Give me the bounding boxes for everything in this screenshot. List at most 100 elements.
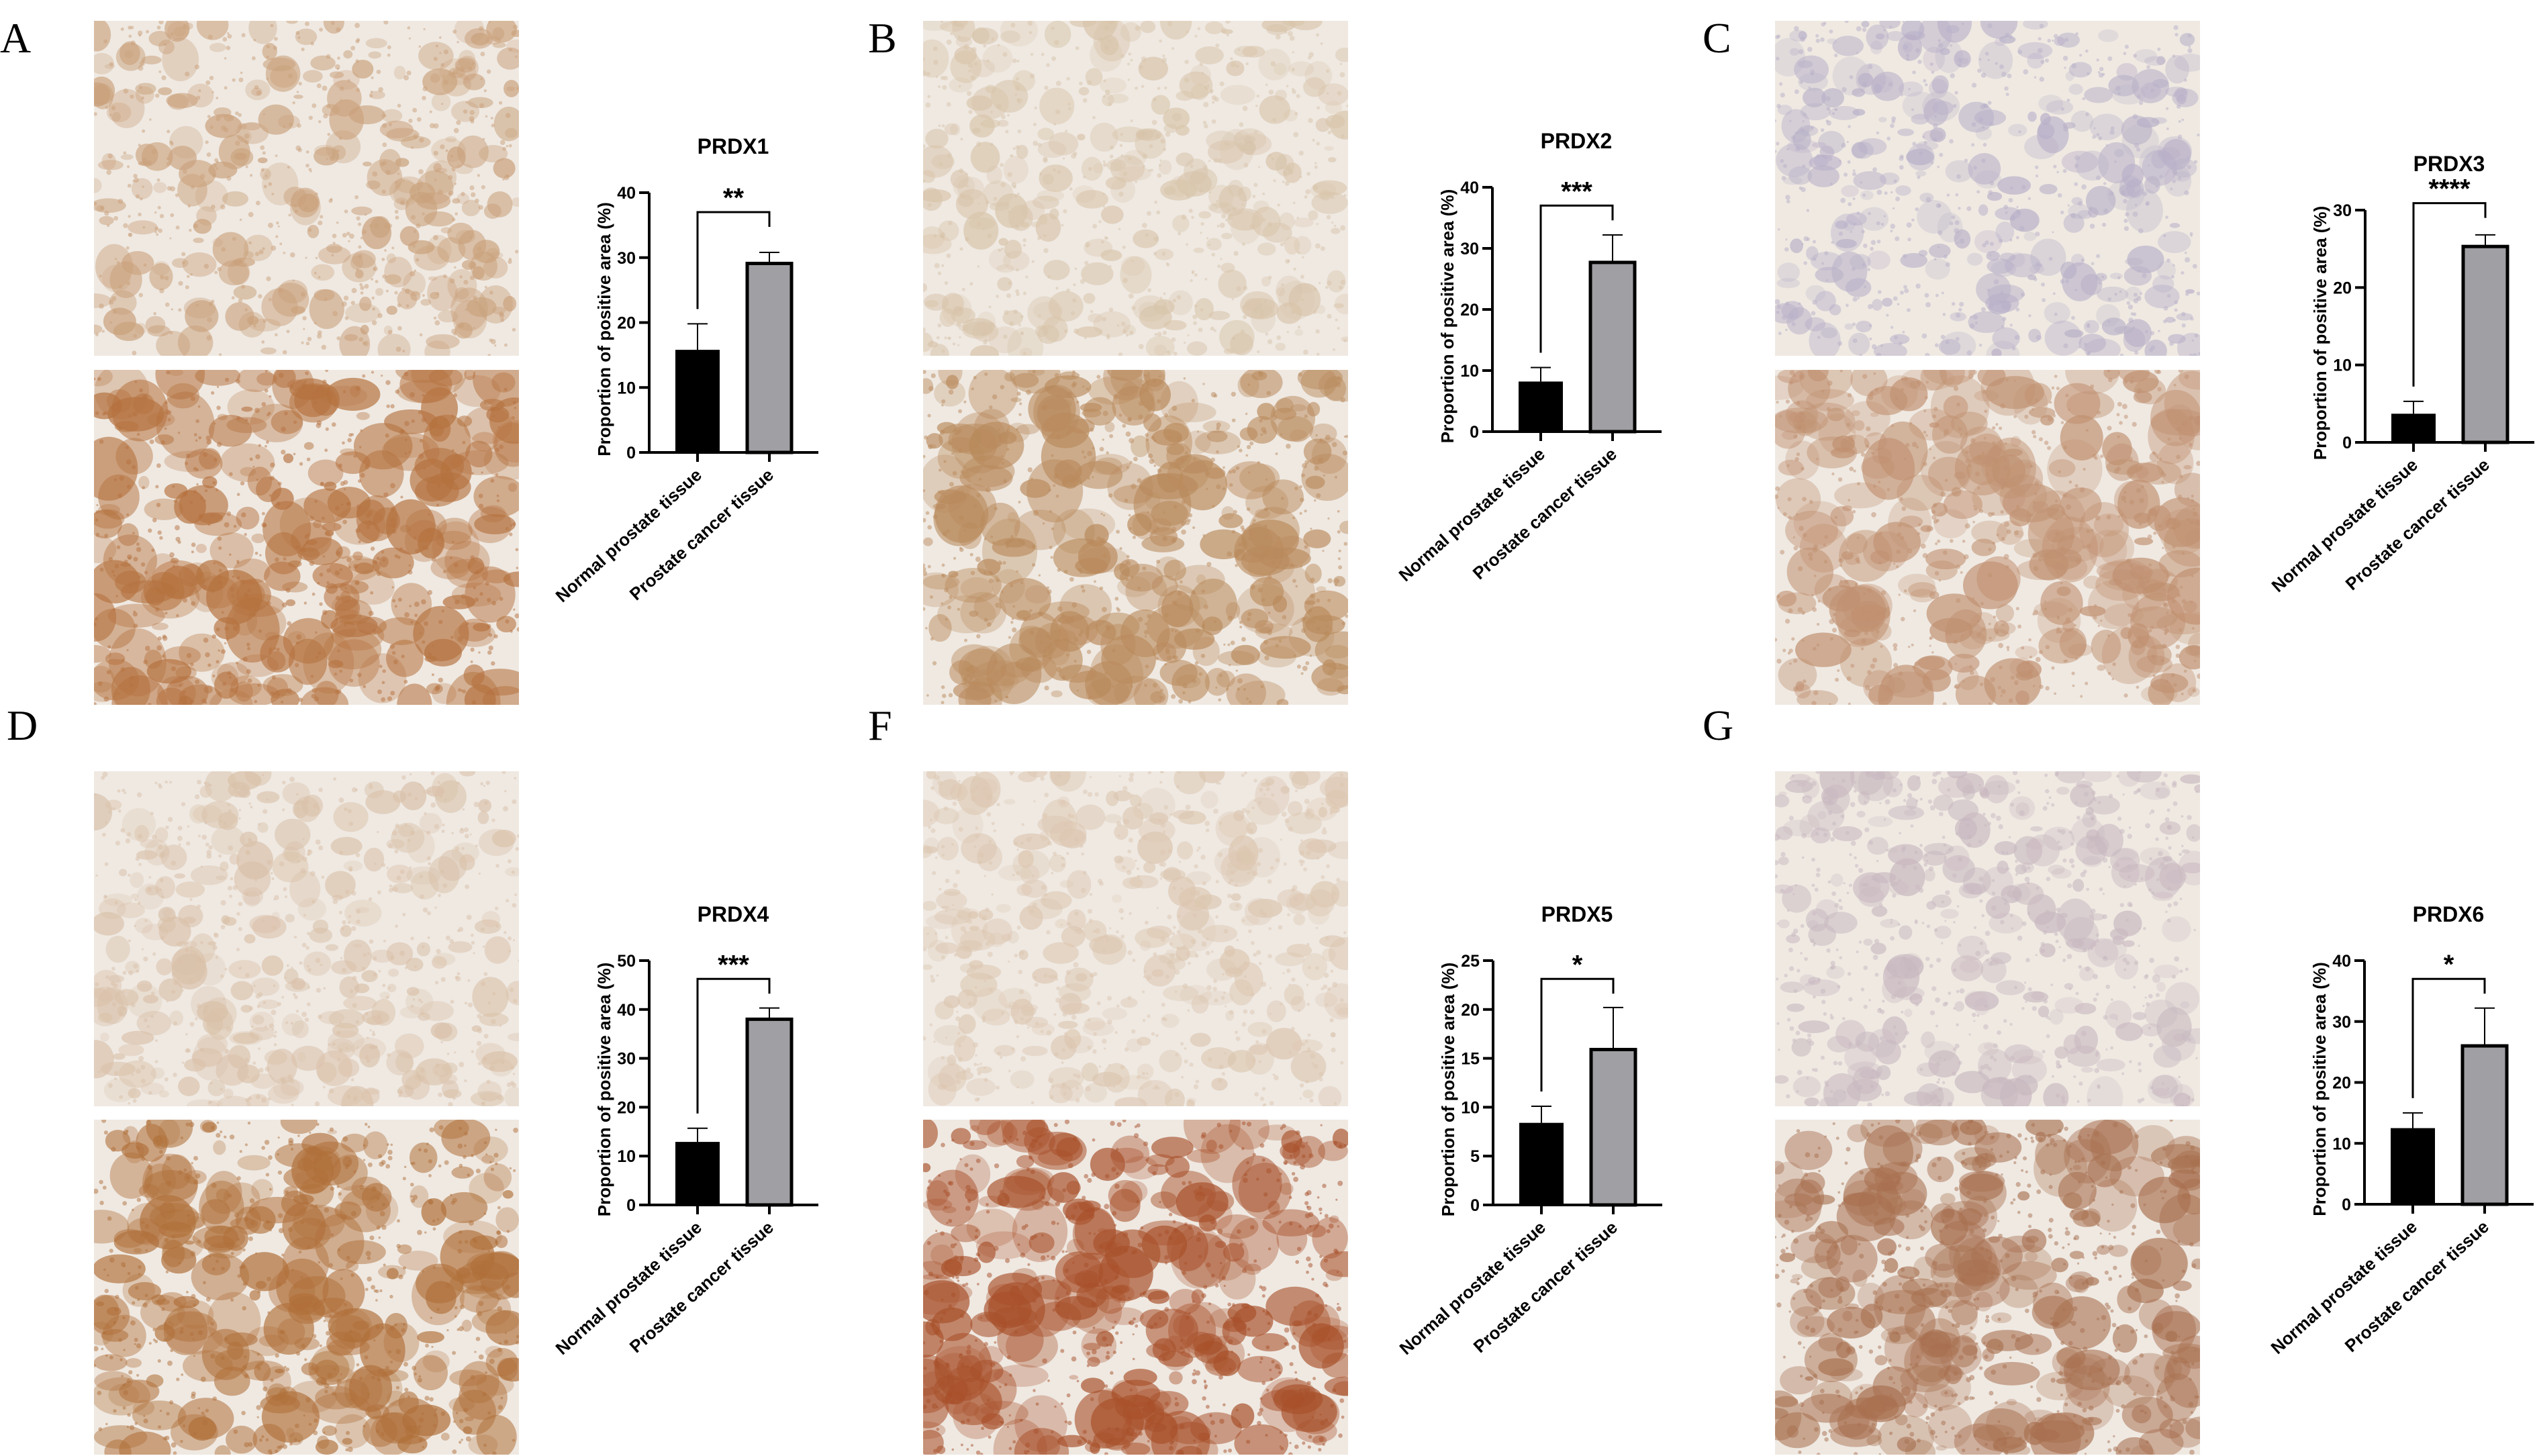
y-tick-label: 20 (617, 1098, 636, 1117)
significance-label: **** (2428, 175, 2471, 204)
cancer-tissue-image (923, 370, 1348, 705)
cancer-tissue-image (1775, 1120, 2200, 1455)
chart-title: PRDX1 (698, 134, 769, 158)
bar-cancer (2460, 1044, 2509, 1206)
y-tick-label: 40 (617, 184, 636, 203)
significance-bracket (2412, 202, 2487, 387)
panel-label: A (0, 14, 31, 62)
x-tick-label: Prostate cancer tissue (1469, 444, 1621, 583)
y-tick-label: 30 (617, 1050, 636, 1069)
bar-cancer (745, 261, 794, 454)
cancer-tissue-image (94, 370, 519, 705)
y-tick-label: 0 (1470, 423, 1479, 442)
y-tick-label: 20 (2333, 279, 2352, 297)
x-tick-label: Normal prostate tissue (1396, 1217, 1549, 1359)
y-tick-label: 20 (1460, 301, 1479, 320)
y-tick-label: 5 (1470, 1147, 1480, 1166)
significance-label: ** (723, 183, 745, 213)
significance-label: *** (718, 950, 749, 979)
chart-title: PRDX2 (1541, 129, 1613, 153)
x-tick-label: Normal prostate tissue (2268, 454, 2422, 596)
normal-tissue-image (1775, 771, 2200, 1106)
bar-normal (675, 350, 720, 452)
y-axis-label: Proportion of positive area (%) (2310, 206, 2330, 460)
y-tick-label: 40 (617, 1001, 636, 1020)
x-tick-label: Normal prostate tissue (552, 465, 706, 606)
chart-title: PRDX4 (698, 902, 769, 926)
significance-bracket (2411, 977, 2486, 1098)
y-tick-label: 10 (617, 379, 636, 397)
bar-normal (1519, 381, 1563, 432)
bar-cancer (745, 1017, 794, 1207)
y-tick-label: 40 (2332, 952, 2351, 971)
normal-tissue-image (923, 771, 1348, 1106)
x-tick-label: Prostate cancer tissue (626, 465, 777, 604)
cancer-tissue-image (94, 1120, 519, 1455)
significance-bracket (1539, 204, 1614, 353)
y-axis-label: Proportion of positive area (%) (2309, 962, 2330, 1216)
y-tick-label: 40 (1460, 179, 1479, 197)
y-axis-label: Proportion of positive area (%) (594, 202, 614, 456)
significance-bracket (1540, 977, 1615, 1091)
chart-title: PRDX6 (2413, 902, 2485, 926)
y-tick-label: 20 (1461, 1001, 1480, 1020)
panel-label: F (868, 701, 892, 749)
cancer-tissue-image (923, 1120, 1348, 1455)
bar-normal (2391, 1128, 2435, 1204)
y-tick-label: 20 (617, 314, 636, 333)
significance-label: * (2444, 950, 2454, 979)
bar-normal (1519, 1122, 1564, 1205)
x-tick-label: Prostate cancer tissue (2342, 454, 2493, 594)
normal-tissue-image (94, 21, 519, 356)
x-tick-label: Normal prostate tissue (2267, 1216, 2421, 1358)
y-tick-label: 30 (1460, 240, 1479, 258)
y-tick-label: 0 (2342, 1196, 2351, 1214)
bar-normal (2391, 414, 2436, 442)
normal-tissue-image (94, 771, 519, 1106)
x-tick-label: Normal prostate tissue (552, 1217, 706, 1359)
panel-label: G (1703, 701, 1733, 749)
y-tick-label: 15 (1461, 1050, 1480, 1069)
x-tick-label: Prostate cancer tissue (2341, 1216, 2493, 1356)
chart-title: PRDX3 (2413, 152, 2485, 176)
bar-cancer (2461, 244, 2509, 444)
significance-label: *** (1561, 177, 1592, 206)
y-axis-label: Proportion of positive area (%) (594, 963, 614, 1217)
cancer-tissue-image (1775, 370, 2200, 705)
bar-cancer (1588, 260, 1637, 434)
y-axis-label: Proportion of positive area (%) (1438, 963, 1458, 1217)
x-tick-label: Normal prostate tissue (1395, 444, 1549, 585)
panel-label: B (868, 14, 897, 62)
x-tick-label: Prostate cancer tissue (626, 1217, 777, 1357)
y-tick-label: 0 (626, 444, 636, 463)
normal-tissue-image (1775, 21, 2200, 356)
bar-normal (675, 1142, 720, 1205)
y-tick-label: 30 (617, 249, 636, 268)
y-tick-label: 10 (617, 1147, 636, 1166)
y-tick-label: 50 (617, 952, 636, 971)
significance-bracket (696, 977, 771, 1114)
y-tick-label: 30 (2333, 201, 2352, 220)
y-tick-label: 20 (2332, 1074, 2351, 1093)
significance-label: * (1572, 950, 1583, 979)
y-tick-label: 10 (2332, 1134, 2351, 1153)
y-tick-label: 30 (2332, 1013, 2351, 1032)
y-axis-label: Proportion of positive area (%) (1437, 189, 1457, 444)
normal-tissue-image (923, 21, 1348, 356)
y-tick-label: 10 (1460, 362, 1479, 381)
chart-title: PRDX5 (1541, 902, 1613, 926)
panel-label: C (1703, 14, 1731, 62)
